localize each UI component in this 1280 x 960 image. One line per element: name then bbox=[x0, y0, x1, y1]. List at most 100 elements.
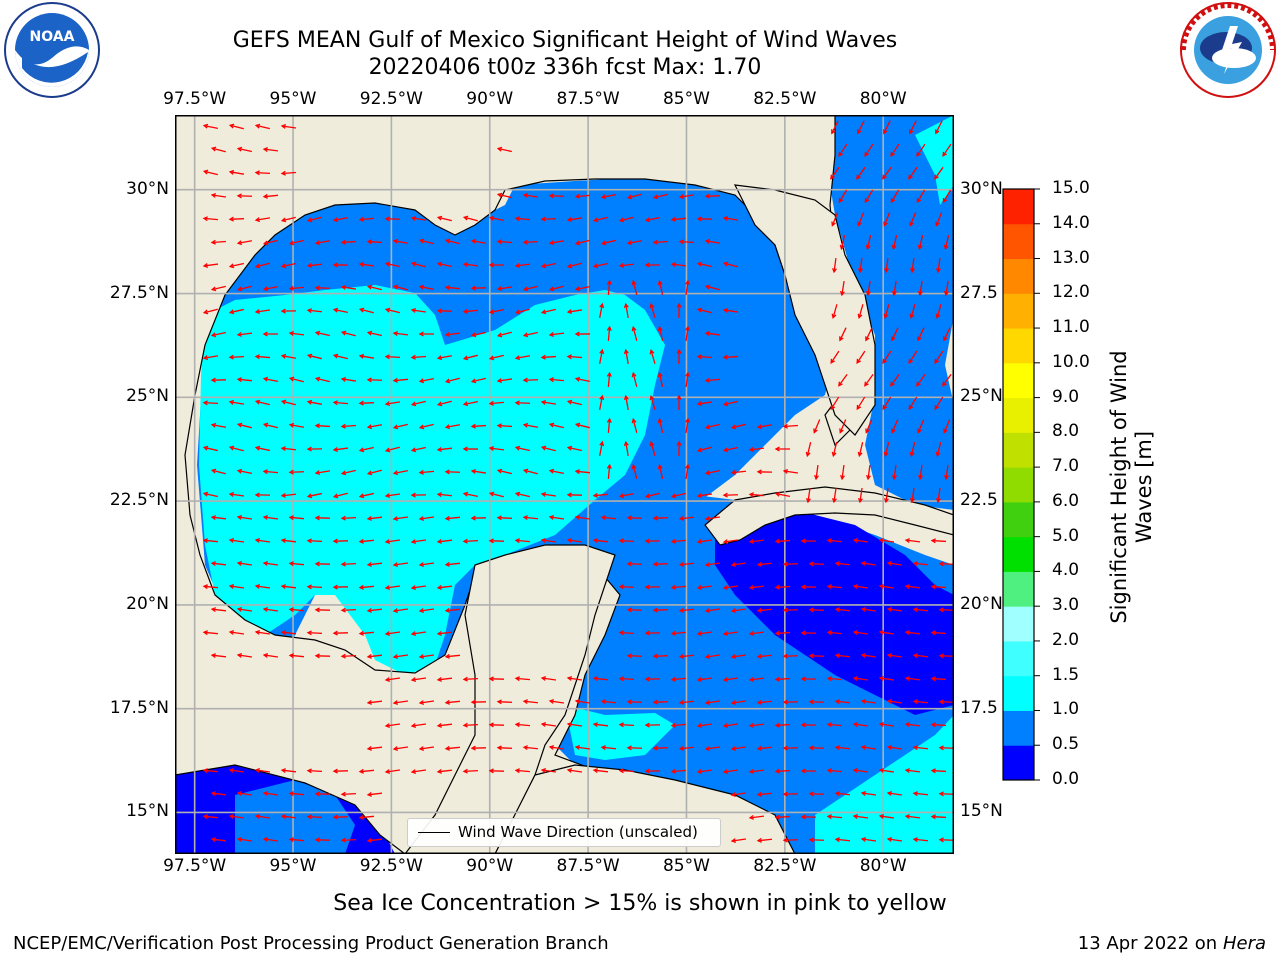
wave-direction-arrow bbox=[359, 585, 375, 589]
wave-direction-arrowhead bbox=[332, 630, 338, 636]
wave-direction-arrowhead bbox=[566, 492, 572, 498]
wave-direction-arrowhead bbox=[644, 262, 650, 268]
wave-direction-arrowhead bbox=[210, 468, 217, 474]
wave-direction-arrow bbox=[890, 373, 900, 387]
wave-direction-arrow bbox=[307, 815, 323, 819]
wave-direction-arrowhead bbox=[462, 262, 469, 268]
caribbean-deep-field bbox=[715, 510, 954, 715]
wave-direction-arrowhead bbox=[254, 813, 261, 819]
wave-direction-arrow bbox=[905, 723, 921, 727]
wave-direction-arrowhead bbox=[444, 469, 450, 475]
wave-direction-arrowhead bbox=[228, 445, 235, 451]
wave-direction-arrow bbox=[393, 516, 409, 520]
wave-direction-arrow bbox=[809, 655, 825, 657]
wave-direction-arrowhead bbox=[254, 263, 261, 269]
wave-direction-arrow bbox=[515, 539, 531, 543]
wave-direction-arrowhead bbox=[748, 676, 755, 682]
wave-direction-arrow bbox=[807, 487, 811, 503]
wave-direction-arrowhead bbox=[462, 401, 469, 407]
wave-direction-arrowhead bbox=[704, 608, 711, 614]
wave-direction-arrowhead bbox=[332, 768, 338, 774]
wave-direction-arrow bbox=[203, 815, 219, 819]
wave-direction-arrow bbox=[775, 815, 791, 819]
wave-direction-arrow bbox=[229, 631, 245, 635]
lon-label-bottom: 87.5°W bbox=[556, 856, 620, 876]
wave-direction-arrowhead bbox=[366, 239, 372, 245]
wave-direction-arrow bbox=[945, 280, 949, 296]
wave-direction-arrow bbox=[619, 585, 635, 589]
wave-direction-arrowhead bbox=[358, 538, 364, 544]
wave-direction-arrowhead bbox=[514, 491, 521, 497]
wave-direction-arrow bbox=[393, 700, 409, 704]
wave-direction-arrow bbox=[943, 327, 951, 341]
wave-direction-arrow bbox=[827, 815, 843, 819]
wave-direction-arrowhead bbox=[384, 631, 391, 636]
wave-direction-arrow bbox=[625, 395, 629, 411]
wave-direction-arrow bbox=[650, 350, 656, 364]
wave-direction-arrow bbox=[264, 423, 278, 429]
wave-direction-arrow bbox=[856, 396, 866, 410]
wave-direction-arrowhead bbox=[704, 700, 711, 706]
wave-direction-arrowhead bbox=[470, 332, 477, 338]
wave-direction-arrowhead bbox=[831, 129, 836, 135]
yucatan-cyan-field bbox=[565, 705, 675, 760]
wave-direction-arrow bbox=[884, 442, 890, 456]
wave-direction-arrow bbox=[472, 331, 486, 337]
wave-direction-arrowhead bbox=[262, 791, 269, 796]
wave-direction-arrow bbox=[290, 239, 304, 245]
wave-direction-arrow bbox=[867, 280, 871, 296]
wave-direction-arrow bbox=[229, 815, 245, 819]
wave-direction-arrowhead bbox=[685, 279, 690, 286]
wave-direction-arrowhead bbox=[839, 428, 844, 434]
colorbar-tick-label: 1.0 bbox=[1052, 699, 1080, 720]
wave-direction-arrowhead bbox=[756, 837, 762, 843]
wave-direction-arrowhead bbox=[488, 262, 494, 268]
wave-direction-arrow bbox=[864, 143, 874, 157]
wave-direction-arrowhead bbox=[860, 790, 867, 796]
wave-direction-arrow bbox=[203, 263, 219, 267]
wave-direction-arrow bbox=[706, 469, 720, 475]
wave-direction-arrow bbox=[203, 585, 219, 589]
wave-direction-arrow bbox=[698, 262, 712, 268]
wave-direction-arrowhead bbox=[228, 629, 235, 635]
wave-direction-arrow bbox=[879, 723, 895, 727]
wave-direction-arrow bbox=[602, 194, 616, 198]
wave-direction-arrowhead bbox=[202, 768, 208, 774]
wave-direction-arrow bbox=[705, 516, 721, 520]
wave-direction-arrow bbox=[679, 562, 695, 566]
wave-direction-arrow bbox=[542, 308, 556, 314]
wave-direction-arrowhead bbox=[280, 630, 286, 636]
wave-direction-arrow bbox=[705, 608, 721, 612]
wave-direction-arrowhead bbox=[670, 584, 676, 590]
wave-direction-arrowhead bbox=[649, 348, 655, 355]
wave-direction-arrow bbox=[550, 423, 564, 429]
wave-direction-arrowhead bbox=[857, 451, 863, 458]
wave-direction-arrow bbox=[882, 166, 892, 180]
wave-direction-arrowhead bbox=[890, 197, 896, 204]
wave-direction-arrow bbox=[653, 747, 669, 749]
wave-direction-arrow bbox=[204, 492, 218, 498]
wave-direction-arrowhead bbox=[808, 837, 814, 843]
wave-direction-arrow bbox=[229, 401, 245, 405]
wave-direction-arrow bbox=[289, 608, 305, 612]
wave-direction-arrowhead bbox=[366, 470, 373, 476]
wave-direction-arrow bbox=[289, 516, 305, 520]
wave-direction-arrowhead bbox=[548, 193, 554, 199]
wave-direction-arrowhead bbox=[392, 424, 399, 430]
wave-direction-arrowhead bbox=[657, 463, 663, 470]
wave-direction-arrowhead bbox=[236, 468, 243, 474]
wave-direction-arrowhead bbox=[540, 676, 547, 681]
wave-direction-arrowhead bbox=[685, 371, 690, 378]
wave-direction-arrowhead bbox=[600, 194, 607, 200]
wave-direction-arrow bbox=[211, 838, 227, 842]
wave-direction-arrow bbox=[237, 562, 253, 566]
wave-direction-arrowhead bbox=[306, 217, 313, 223]
wave-direction-arrowhead bbox=[202, 400, 208, 406]
wave-direction-arrow bbox=[263, 562, 279, 566]
wave-direction-arrow bbox=[568, 400, 582, 406]
wave-direction-arrowhead bbox=[935, 497, 941, 504]
wave-direction-arrowhead bbox=[340, 837, 346, 843]
wave-direction-arrowhead bbox=[514, 538, 520, 544]
wave-direction-arrowhead bbox=[340, 376, 347, 382]
wave-direction-arrowhead bbox=[332, 400, 338, 406]
